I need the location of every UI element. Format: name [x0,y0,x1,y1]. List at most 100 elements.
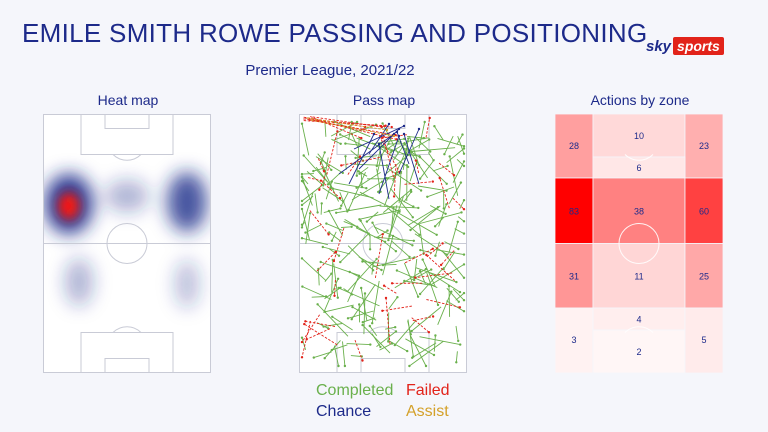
pass-completed-end [337,286,340,290]
pass-completed [379,205,419,209]
pass-completed-end [457,247,460,251]
pass-failed [426,299,461,308]
pass-completed [369,325,378,336]
pass-completed [382,263,397,266]
pass-completed-end [434,334,437,337]
legend-failed: Failed [406,382,450,399]
pass-completed-end [417,163,421,167]
pass-completed [347,310,374,319]
pass-failed-end [462,208,466,211]
zone-value-label: 3 [571,335,576,345]
pass-completed-end [460,211,463,214]
pass-completed [358,256,382,271]
zone-cell [592,177,686,244]
pass-completed [358,170,368,177]
pass-completed-end [350,225,353,228]
pass-completed [448,221,459,255]
pass-completed [394,319,417,346]
pass-completed [351,133,359,148]
pass-completed [448,182,462,204]
pass-completed-end [339,207,342,210]
pass-failed [341,156,380,166]
pass-completed [459,199,465,210]
pass-completed-end [459,181,463,184]
pass-completed-end [358,303,361,306]
pass-completed [356,172,381,189]
legend-chance: Chance [316,403,372,420]
pass-failed [306,328,331,340]
pass-completed [419,270,426,284]
pass-completed [338,287,380,307]
pass-completed [301,173,314,175]
pass-completed [422,259,436,287]
pass-failed-end [414,276,417,279]
pass-chance [403,133,420,185]
zone-value-label: 31 [569,271,579,281]
pass-completed-end [377,190,380,194]
page-title: EMILE SMITH ROWE PASSING AND POSITIONING [22,18,648,48]
logo-sports: sports [673,37,724,55]
pass-completed-end [365,187,368,190]
pass-completed [455,292,465,301]
pass-failed [426,243,443,258]
pass-failed-end [336,130,339,133]
pass-completed-end [419,248,422,252]
pass-failed-end [304,320,307,323]
pass-completed [311,296,327,298]
pass-completed-end [358,218,361,221]
pass-completed-end [330,239,334,242]
pass-completed-end [351,305,354,309]
pass-completed-end [360,286,363,290]
pass-completed-end [301,285,304,288]
pass-completed [301,337,307,351]
pass-completed [347,275,360,303]
pass-completed-end [350,318,353,321]
pass-completed [301,208,311,241]
pass-completed-end [462,276,466,279]
pass-failed-end [358,155,362,158]
pass-completed-end [446,164,449,168]
zone-value-label: 38 [634,206,644,216]
pass-failed [301,320,311,358]
pass-failed-end [361,359,364,362]
pass-completed-end [320,202,323,205]
pass-completed-end [300,257,304,260]
pass-completed [326,223,344,231]
pass-completed-end [445,182,448,185]
pass-completed [407,320,412,335]
pass-completed [414,233,448,255]
pass-completed-end [300,175,304,178]
pass-completed-end [300,199,304,203]
sky-sports-logo: sky sports [646,35,724,57]
pass-completed [388,296,398,310]
pass-completed [348,172,366,210]
pass-completed [379,343,393,351]
pass-completed-end [406,349,409,353]
pass-assist-end [392,134,396,138]
pass-completed [418,185,447,192]
logo-sky: sky [646,37,672,55]
pass-completed-end [302,154,305,157]
pass-completed [403,191,412,203]
pass-completed [340,192,349,207]
pass-completed-end [430,268,433,271]
pass-failed-end [318,188,321,191]
pass-completed [434,248,465,256]
heat-map [43,114,211,373]
pass-completed [345,156,347,170]
pass-completed [407,137,429,142]
pass-completed-end [434,254,437,257]
pass-completed [360,172,363,188]
pass-completed-end [457,300,460,303]
pass-completed [385,326,396,330]
pass-completed [410,205,441,231]
pass-completed-end [316,211,319,214]
pass-completed [323,278,339,313]
zone-value-label: 28 [569,141,579,151]
pass-completed-end [408,364,411,368]
heat-map-title: Heat map [97,92,159,108]
pass-completed [323,207,341,214]
pass-completed [437,137,465,147]
pass-completed [418,121,426,149]
